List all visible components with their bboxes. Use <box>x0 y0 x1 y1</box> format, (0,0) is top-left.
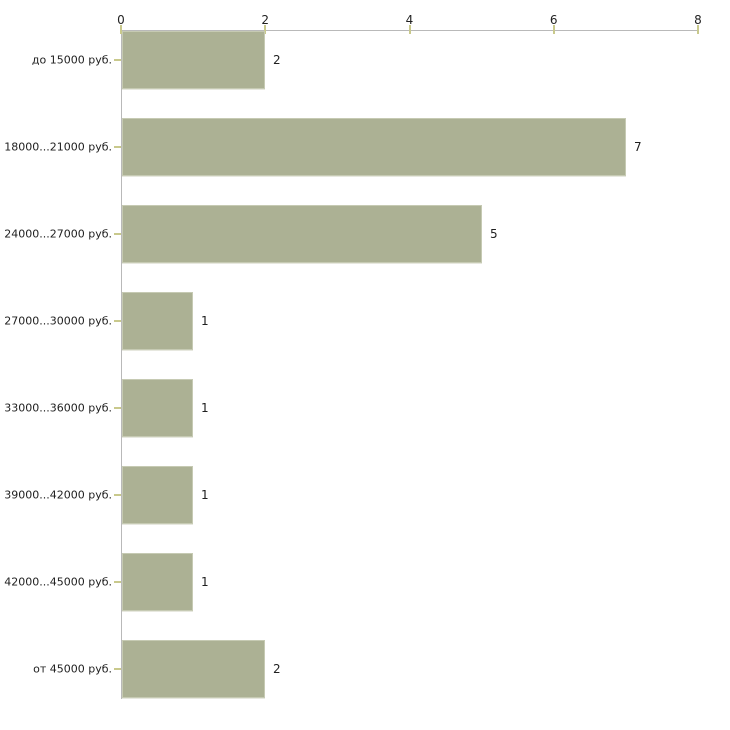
x-axis-tick-label: 4 <box>405 13 414 27</box>
bar <box>122 292 193 350</box>
x-axis-tick <box>697 25 699 34</box>
x-axis-tick-label: 6 <box>549 13 558 27</box>
category-label: от 45000 руб. <box>33 662 112 676</box>
x-axis-tick-label: 0 <box>117 13 125 27</box>
category-tick <box>114 320 121 322</box>
value-label: 2 <box>273 662 281 676</box>
x-axis-tick-label: 8 <box>694 13 702 27</box>
category-label: 42000...45000 руб. <box>4 575 112 589</box>
bar <box>122 118 626 176</box>
bar <box>122 31 265 89</box>
bar <box>122 466 193 524</box>
y-axis-line <box>121 30 122 699</box>
category-tick <box>114 233 121 235</box>
value-label: 2 <box>273 53 281 67</box>
x-axis-tick <box>120 25 122 34</box>
value-label: 1 <box>201 401 209 415</box>
value-label: 7 <box>634 140 642 154</box>
value-label: 5 <box>490 227 498 241</box>
bar <box>122 553 193 611</box>
category-label: 18000...21000 руб. <box>4 140 112 154</box>
category-label: 33000...36000 руб. <box>4 401 112 415</box>
bar <box>122 379 193 437</box>
value-label: 1 <box>201 314 209 328</box>
bar <box>122 205 482 263</box>
x-axis-tick-label: 2 <box>261 13 270 27</box>
x-axis-tick <box>552 25 555 34</box>
value-label: 1 <box>201 575 209 589</box>
x-axis-tick <box>264 25 267 34</box>
category-tick <box>114 581 121 583</box>
category-label: до 15000 руб. <box>31 53 112 67</box>
category-tick <box>114 668 121 670</box>
bar <box>122 640 265 698</box>
category-label: 27000...30000 руб. <box>4 314 112 328</box>
x-axis-tick <box>408 25 411 34</box>
category-tick <box>114 407 121 409</box>
category-tick <box>114 146 121 148</box>
category-tick <box>114 59 121 61</box>
category-label: 39000...42000 руб. <box>4 488 112 502</box>
category-tick <box>114 494 121 496</box>
value-label: 1 <box>201 488 209 502</box>
category-label: 24000...27000 руб. <box>4 227 112 241</box>
